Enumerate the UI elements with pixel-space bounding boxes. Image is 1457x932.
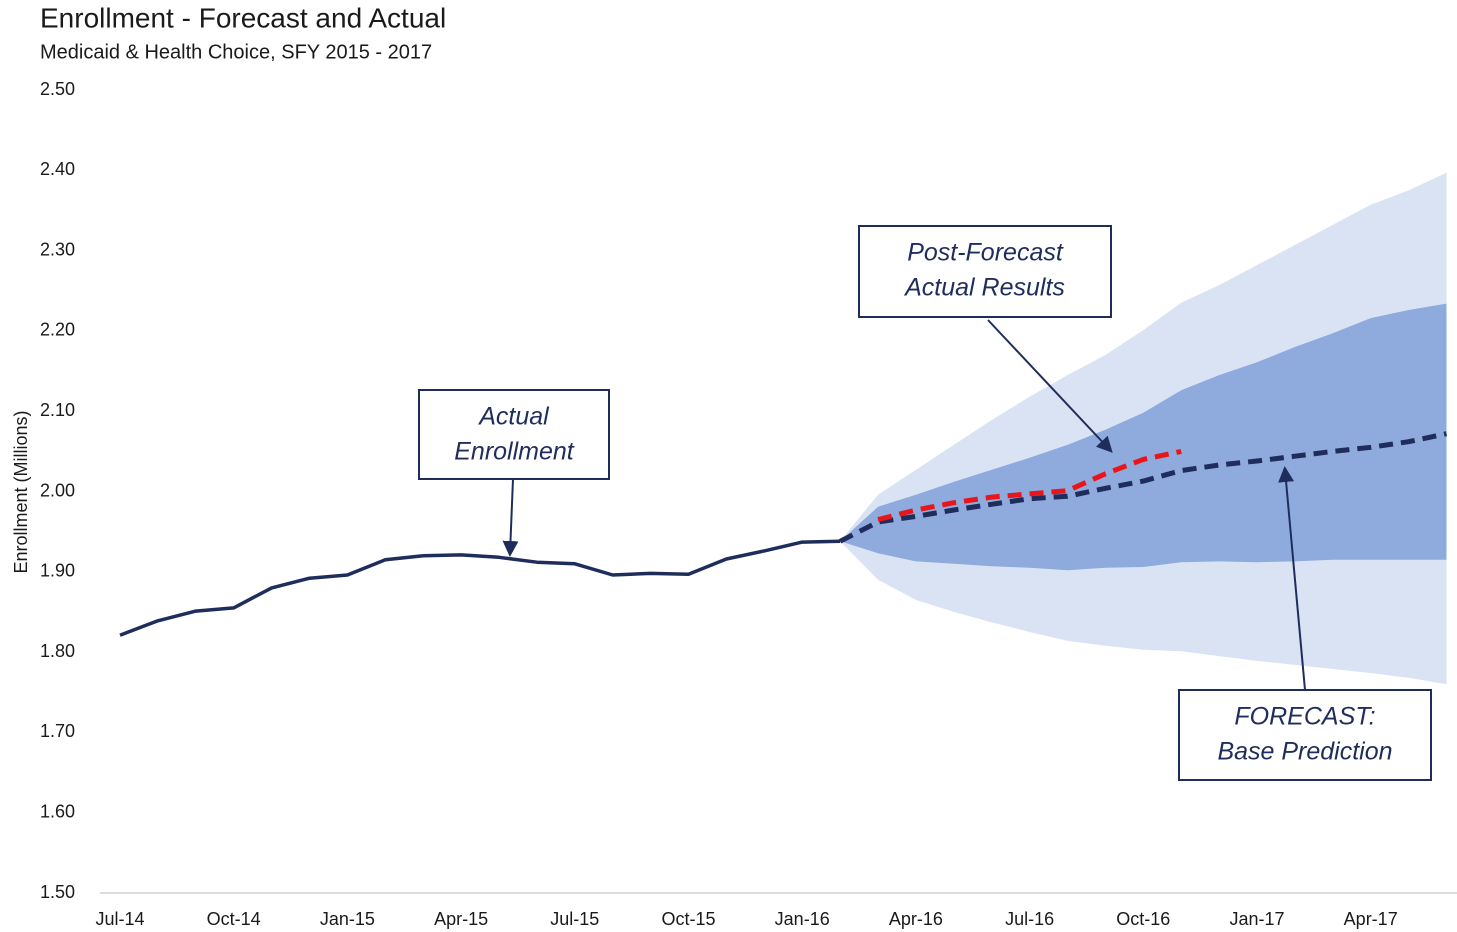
x-tick-label: Jul-14 [95,909,144,929]
y-tick-label: 2.40 [40,159,75,179]
y-tick-label: 2.00 [40,480,75,500]
chart-subtitle: Medicaid & Health Choice, SFY 2015 - 201… [40,41,432,63]
y-tick-label: 1.70 [40,721,75,741]
annotation-text: Actual Results [903,274,1065,302]
x-tick-label: Oct-15 [661,909,715,929]
x-tick-label: Oct-16 [1116,909,1170,929]
annotation-box [418,389,610,480]
x-tick-label: Jan-15 [320,909,375,929]
y-tick-label: 1.80 [40,641,75,661]
x-tick-label: Apr-17 [1344,909,1398,929]
series-line [119,539,841,637]
series-line [838,431,1448,544]
y-tick-label: 2.20 [40,320,75,340]
y-tick-label: 1.50 [40,882,75,902]
x-tick-label: Jan-17 [1229,909,1284,929]
y-tick-label: 1.90 [40,561,75,581]
annotation-arrow [987,319,1113,453]
annotation-arrow [1278,466,1306,691]
annotation-box [858,225,1112,318]
annotation-text: Actual [477,403,550,431]
x-tick-label: Oct-14 [207,909,261,929]
annotation-text: Enrollment [454,438,575,466]
annotation-box [1178,689,1432,781]
annotation-text: Post-Forecast [907,239,1064,267]
chart-title: Enrollment - Forecast and Actual [40,2,446,33]
y-tick-label: 2.50 [40,79,75,99]
y-tick-label: 2.10 [40,400,75,420]
x-tick-label: Apr-15 [434,909,488,929]
x-tick-label: Jan-16 [775,909,830,929]
annotation-arrow [502,478,519,557]
x-tick-label: Jul-15 [550,909,599,929]
annotation-text: FORECAST: [1234,703,1375,731]
annotation-text: Base Prediction [1217,738,1392,766]
y-tick-label: 2.30 [40,239,75,259]
series-line [877,448,1182,523]
y-axis-label: Enrollment (Millions) [11,410,31,573]
x-tick-label: Apr-16 [889,909,943,929]
x-tick-label: Jul-16 [1005,909,1054,929]
y-tick-label: 1.60 [40,801,75,821]
